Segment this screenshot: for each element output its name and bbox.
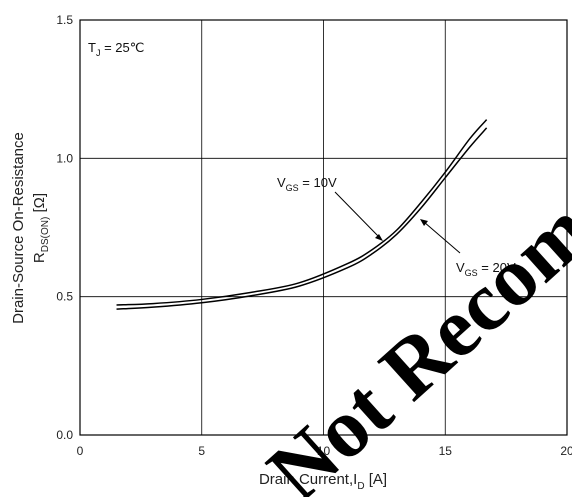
vgs10-arrowhead [375,234,383,241]
y-axis-label-line1: Drain-Source On-Resistance [10,132,27,324]
x-tick-label: 15 [439,444,453,458]
vgs10-arrow [334,191,381,239]
y-tick-label: 1.0 [56,151,73,165]
series-group [116,119,488,310]
x-tick-label: 5 [198,444,205,458]
annotation-vgs20: VGS = 20V [456,260,516,278]
x-tick-label: 20 [560,444,572,458]
vgs20-arrow [423,221,461,254]
y-tick-labels: 0.0 0.5 1.0 1.5 [56,13,73,442]
watermark: Not Recommended [250,0,572,497]
series-line-vgs-10v [116,119,488,306]
x-tick-label: 10 [317,444,331,458]
annotation-temperature: TJ = 25℃ [88,40,144,58]
y-tick-label: 1.5 [56,13,73,27]
x-tick-label: 0 [77,444,84,458]
y-tick-label: 0.0 [56,428,73,442]
grid [79,19,568,436]
x-axis-label: Drain Current,ID [A] [259,471,387,492]
plot-frame [79,19,568,436]
x-tick-labels: 0 5 10 15 20 [77,444,572,458]
annotation-vgs10: VGS = 10V [277,175,337,193]
y-tick-label: 0.5 [56,290,73,304]
vgs20-arrowhead [420,219,428,226]
series-line-vgs-20v [116,127,488,310]
y-axis-label-line2: RDS(ON) [Ω] [31,193,51,263]
